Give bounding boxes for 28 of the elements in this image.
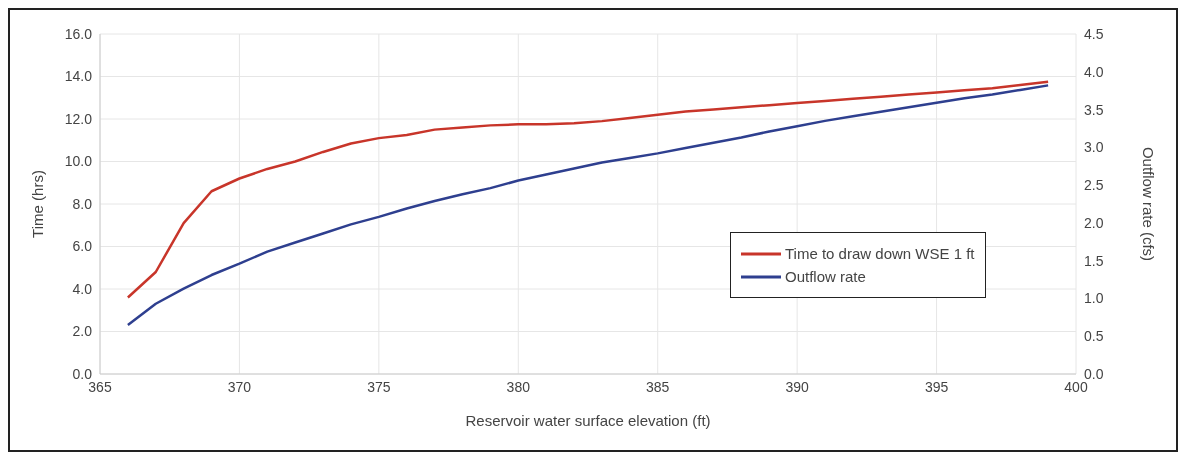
- x-tick-label: 375: [367, 378, 391, 395]
- y2-tick-label: 1.5: [1084, 252, 1104, 269]
- y2-tick-label: 3.0: [1084, 139, 1104, 156]
- x-tick-label: 385: [646, 378, 670, 395]
- y-tick-label: 12.0: [64, 110, 93, 127]
- x-tick-label: 370: [227, 378, 252, 395]
- y2-tick-label: 3.5: [1084, 101, 1104, 118]
- y2-tick-label: 2.5: [1084, 177, 1104, 194]
- y-tick-label: 14.0: [64, 68, 93, 85]
- y2-tick-label: 2.0: [1084, 214, 1104, 231]
- legend-label: Time to draw down WSE 1 ft: [785, 245, 975, 262]
- y-axis-title: Time (hrs): [29, 170, 47, 238]
- y2-tick-label: 0.5: [1084, 328, 1104, 345]
- x-tick-label: 395: [924, 378, 949, 395]
- y2-axis-title: Outflow rate (cfs): [1139, 146, 1157, 262]
- y2-tick-label: 4.5: [1084, 25, 1104, 42]
- y2-tick-label: 4.0: [1084, 63, 1104, 80]
- x-tick-label: 390: [785, 378, 810, 395]
- y-tick-label: 10.0: [64, 153, 93, 170]
- y-tick-label: 4.0: [72, 280, 93, 297]
- y-tick-label: 16.0: [64, 25, 93, 42]
- y-tick-label: 8.0: [72, 195, 93, 212]
- y2-tick-label: 1.0: [1084, 290, 1104, 307]
- y-tick-label: 6.0: [72, 238, 93, 255]
- x-tick-label: 380: [506, 378, 531, 395]
- y-tick-label: 2.0: [72, 323, 93, 340]
- legend-label: Outflow rate: [785, 268, 866, 285]
- x-axis-title: Reservoir water surface elevation (ft): [465, 412, 711, 429]
